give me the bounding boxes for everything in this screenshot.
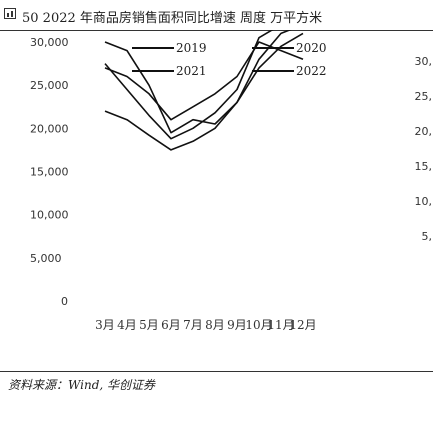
- right-tick-label: 20,: [415, 125, 433, 138]
- right-tick-label: 15,: [415, 160, 433, 173]
- legend-item-2020: 2020: [252, 40, 327, 56]
- right-tick-label: 5,: [422, 230, 433, 243]
- x-tick-label: 11月: [267, 318, 294, 332]
- left-tick-label: 5,000: [30, 252, 62, 265]
- legend-label: 2020: [296, 41, 327, 55]
- chart-title: 50 2022 年商品房销售面积同比增速 周度 万平方米: [22, 11, 323, 26]
- legend-label: 2019: [176, 41, 207, 55]
- x-tick-label: 6月: [161, 318, 181, 332]
- x-tick-label: 10月: [245, 318, 272, 332]
- right-tick-label: 10,: [415, 195, 433, 208]
- legend-swatch: [252, 47, 294, 49]
- left-axis: 30,000 25,000 20,000 15,000 10,000 5,000 0: [30, 36, 69, 308]
- left-tick-label: 0: [61, 295, 68, 308]
- series-line-2021: [104, 30, 274, 140]
- series-line-2020: [104, 30, 292, 134]
- x-tick-label: 7月: [183, 318, 203, 332]
- legend-item-2019: 2019: [132, 40, 207, 56]
- footer-divider: [0, 371, 433, 372]
- legend-swatch: [132, 70, 174, 72]
- legend-label: 2021: [176, 64, 207, 78]
- title-divider: [0, 30, 433, 31]
- source-note: 资料来源：Wind, 华创证券: [8, 378, 156, 392]
- right-tick-label: 30,: [415, 55, 433, 68]
- line-chart: 30,000 25,000 20,000 15,000 10,000 5,000 0 30,…: [30, 30, 433, 332]
- legend-swatch: [132, 47, 174, 49]
- legend-item-2021: 2021: [132, 63, 207, 79]
- x-tick-label: 3月: [95, 318, 115, 332]
- series-line-2022: [104, 32, 304, 151]
- x-tick-label: 9月: [227, 318, 247, 332]
- left-tick-label: 20,000: [30, 122, 69, 135]
- legend-item-2022: 2022: [252, 63, 327, 79]
- left-tick-label: 10,000: [30, 209, 69, 222]
- legend-label: 2022: [296, 64, 327, 78]
- x-tick-label: 4月: [117, 318, 137, 332]
- plot-area: [104, 30, 304, 151]
- left-tick-label: 30,000: [30, 36, 69, 49]
- left-tick-label: 25,000: [30, 79, 69, 92]
- legend-swatch: [252, 70, 294, 72]
- x-tick-label: 12月: [289, 318, 316, 332]
- x-tick-label: 5月: [139, 318, 159, 332]
- x-tick-label: 8月: [205, 318, 225, 332]
- right-axis: 30, 25, 20, 15, 10, 5,: [415, 55, 433, 243]
- chart-header: 50 2022 年商品房销售面积同比增速 周度 万平方米: [0, 0, 433, 28]
- right-tick-label: 25,: [415, 90, 433, 103]
- left-tick-label: 15,000: [30, 166, 69, 179]
- chart-icon: [4, 8, 16, 19]
